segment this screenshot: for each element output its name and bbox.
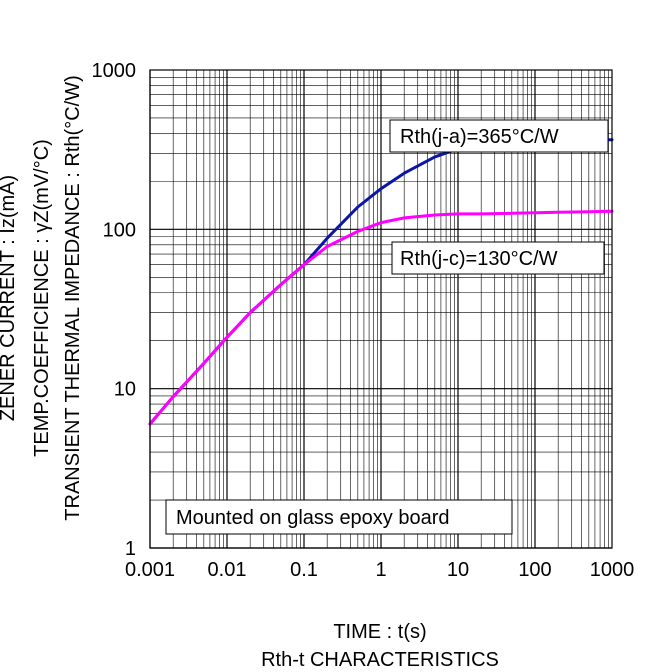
x-tick-label: 100	[518, 559, 551, 581]
x-tick-label: 1000	[590, 559, 635, 581]
y-tick-labels: 1 10 100 1000	[92, 60, 137, 560]
legend-text-jc: Rth(j-c)=130°C/W	[400, 248, 558, 270]
x-tick-label: 1	[375, 559, 386, 581]
annotation: Mounted on glass epoxy board	[165, 499, 513, 535]
y-tick-label: 1	[125, 538, 136, 560]
y-tick-label: 100	[103, 219, 136, 241]
x-tick-labels: 0.001 0.01 0.1 1 10 100 1000	[125, 559, 634, 581]
grid	[149, 70, 612, 549]
x-tick-label: 0.1	[290, 559, 318, 581]
x-axis-title: TIME : t(s)	[333, 621, 426, 643]
x-tick-label: 0.01	[208, 559, 247, 581]
legend-box-jc	[391, 241, 605, 275]
legend-label-jc: Rth(j-c)=130°C/W	[391, 241, 605, 275]
chart-title: Rth-t CHARACTERISTICS	[261, 649, 499, 671]
x-tick-label: 0.001	[125, 559, 175, 581]
x-tick-label: 10	[447, 559, 469, 581]
legend-box-ja	[389, 119, 609, 153]
y-axis-title-cut: ZENER CURRENT : Iz(mA)	[0, 175, 19, 421]
y-tick-label: 10	[114, 379, 136, 401]
legend-text-ja: Rth(j-a)=365°C/W	[400, 126, 559, 148]
legend-label-ja: Rth(j-a)=365°C/W	[389, 119, 609, 153]
y-tick-label: 1000	[92, 60, 137, 82]
series-line-rth-jc	[148, 209, 614, 426]
annotation-box	[165, 499, 513, 535]
y-axis-title-1: TEMP.COEFFICIENCE : γZ(mV/°C)	[31, 139, 53, 457]
y-axis-title-2: TRANSIENT THERMAL IMPEDANCE : Rth(°C/W)	[62, 75, 84, 520]
annotation-text: Mounted on glass epoxy board	[176, 507, 450, 529]
plot-frame	[149, 69, 613, 549]
